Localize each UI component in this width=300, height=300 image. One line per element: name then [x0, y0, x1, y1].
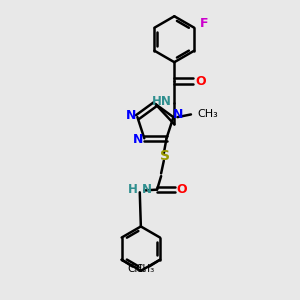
Text: N: N	[173, 109, 183, 122]
Text: F: F	[200, 17, 208, 30]
Text: O: O	[176, 183, 187, 196]
Text: O: O	[196, 75, 206, 88]
Text: N: N	[133, 133, 143, 146]
Text: N: N	[126, 109, 137, 122]
Text: CH₃: CH₃	[198, 110, 218, 119]
Text: CH₃: CH₃	[127, 264, 146, 274]
Text: H: H	[128, 183, 138, 196]
Text: S: S	[160, 149, 170, 164]
Text: N: N	[142, 183, 152, 196]
Text: CH₃: CH₃	[136, 264, 155, 274]
Text: HN: HN	[152, 95, 172, 108]
